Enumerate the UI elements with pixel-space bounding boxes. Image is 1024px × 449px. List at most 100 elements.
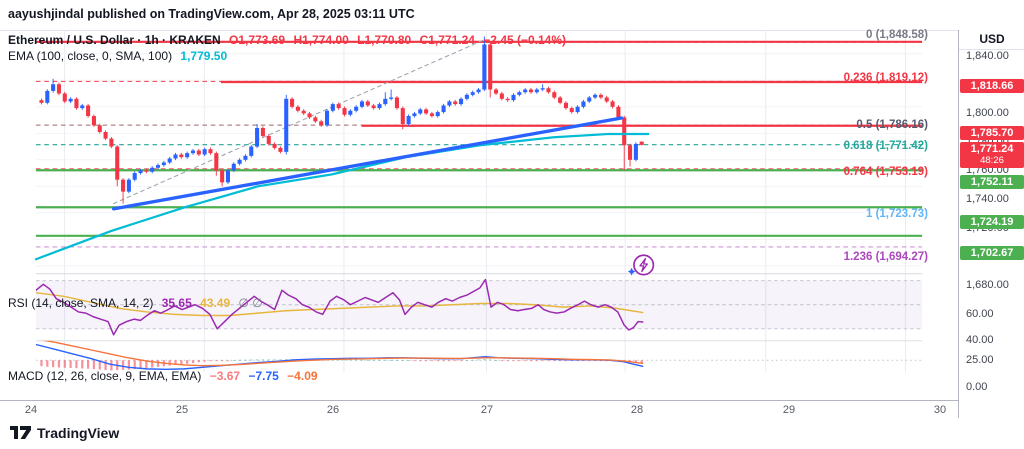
candle-body xyxy=(266,135,271,144)
candle-body xyxy=(499,93,504,99)
macd-histogram-bar xyxy=(145,360,148,369)
candle-body xyxy=(319,121,324,126)
time-axis-label: 25 xyxy=(175,404,189,416)
candle-body xyxy=(459,98,464,105)
candle-body xyxy=(115,146,120,180)
macd-legend[interactable]: MACD (12, 26, close, 9, EMA, EMA) −3.67 … xyxy=(8,369,323,383)
macd-histogram-bar xyxy=(186,360,189,364)
fib-level-label: 0.764 (1,753.19) xyxy=(843,166,928,179)
candle-body xyxy=(418,109,423,114)
symbol-legend[interactable]: Ethereum / U.S. Dollar · 1h · KRAKEN O1,… xyxy=(8,33,571,47)
rsi-value: 35.65 xyxy=(161,296,192,310)
macd-histogram-bar xyxy=(355,359,358,361)
rsi-label: RSI (14, close, SMA, 14, 2) xyxy=(8,296,154,310)
currency-label[interactable]: USD xyxy=(959,30,1024,50)
fib-level-label: 0.618 (1,771.42) xyxy=(843,139,928,152)
candle-body xyxy=(260,127,265,136)
candle-body xyxy=(394,97,399,109)
candle-body xyxy=(220,170,225,183)
candle-body xyxy=(97,125,102,132)
macd-histogram-bar xyxy=(250,359,253,361)
macd-histogram-bar xyxy=(156,360,160,367)
candle-body xyxy=(225,170,230,183)
candle-body xyxy=(523,89,528,93)
time-axis-label: 28 xyxy=(630,404,644,416)
candle-body xyxy=(243,155,248,160)
candle-body xyxy=(284,98,289,152)
macd-histogram-bar xyxy=(407,360,410,362)
macd-histogram-bar xyxy=(197,360,200,363)
macd-histogram-bar xyxy=(63,360,66,368)
macd-histogram-bar xyxy=(547,360,550,362)
macd-histogram-bar xyxy=(506,360,509,362)
price-badge: 1,785.70 xyxy=(960,126,1024,141)
candle-body xyxy=(575,106,580,113)
chart-canvas[interactable] xyxy=(0,30,958,400)
candle-body xyxy=(74,98,79,109)
candle-body xyxy=(359,101,365,107)
macd-histogram-bar xyxy=(395,359,399,361)
macd-histogram-bar xyxy=(448,360,451,362)
candle-body xyxy=(185,153,190,158)
macd-histogram-bar xyxy=(459,360,463,362)
macd-histogram-bar xyxy=(372,359,375,361)
price-change: −2.45 (−0.14%) xyxy=(483,33,567,47)
rsi-line xyxy=(35,278,644,336)
candle-body xyxy=(336,104,341,109)
price-axis[interactable]: USD 1,840.001,800.001,780.001,760.001,74… xyxy=(958,30,1024,418)
macd-histogram-bar xyxy=(226,360,230,362)
time-axis[interactable]: 24 25 26 27 28 29 30 xyxy=(0,400,958,419)
macd-histogram-bar xyxy=(483,359,486,361)
ema-legend[interactable]: EMA (100, close, 0, SMA, 100) 1,779.50 xyxy=(8,49,232,63)
candle-body xyxy=(301,110,306,114)
lightning-bolt-icon xyxy=(639,257,648,273)
macd-histogram-bar xyxy=(512,360,515,362)
macd-histogram-bar xyxy=(81,360,84,369)
macd-histogram-bar xyxy=(541,360,544,362)
candle-body xyxy=(39,100,44,103)
candle-body xyxy=(342,108,347,115)
candle-body xyxy=(447,101,452,106)
candle-body xyxy=(464,94,469,99)
macd-histogram-bar xyxy=(564,360,568,362)
macd-group xyxy=(35,340,923,371)
rsi-extra: ∅ ∅ xyxy=(238,296,263,310)
ema-value: 1,779.50 xyxy=(180,49,228,63)
macd-histogram-bar xyxy=(430,360,434,362)
candle-body xyxy=(534,89,539,93)
macd-histogram-bar xyxy=(92,360,96,370)
candle-body xyxy=(103,131,108,139)
macd-histogram-bar xyxy=(52,360,55,368)
candle-body xyxy=(435,112,440,117)
candle-body xyxy=(80,105,85,109)
macd-line xyxy=(35,343,644,370)
candle-body xyxy=(639,141,644,145)
macd-histogram-bar xyxy=(110,360,113,371)
macd-label: MACD (12, 26, close, 9, EMA, EMA) xyxy=(8,369,202,383)
candle-body xyxy=(62,93,67,102)
candle-body xyxy=(161,162,166,166)
rsi-legend[interactable]: RSI (14, close, SMA, 14, 2) 35.65 43.49 … xyxy=(8,296,268,310)
candle-body xyxy=(278,147,283,152)
candle-body xyxy=(406,116,411,125)
macd-histogram-bar xyxy=(174,360,177,366)
countdown-timer: 48:26 xyxy=(980,154,1004,166)
macd-histogram-bar xyxy=(261,359,265,361)
macd-histogram-bar xyxy=(209,360,212,362)
candle-body xyxy=(581,101,586,107)
macd-histogram-bar xyxy=(442,360,445,362)
candle-body xyxy=(377,104,382,109)
candle-body xyxy=(45,90,50,103)
macd-histogram-bar xyxy=(104,360,107,371)
macd-histogram-bar xyxy=(390,359,393,361)
macd-histogram-bar xyxy=(180,360,183,365)
time-axis-label: 27 xyxy=(480,404,494,416)
candle-body xyxy=(354,106,359,111)
macd-signal-line xyxy=(42,340,644,367)
candle-body xyxy=(190,150,196,154)
candle-body xyxy=(255,127,260,147)
candle-body xyxy=(237,159,242,164)
macd-value: −7.75 xyxy=(248,369,279,383)
macd-histogram-bar xyxy=(582,360,585,362)
